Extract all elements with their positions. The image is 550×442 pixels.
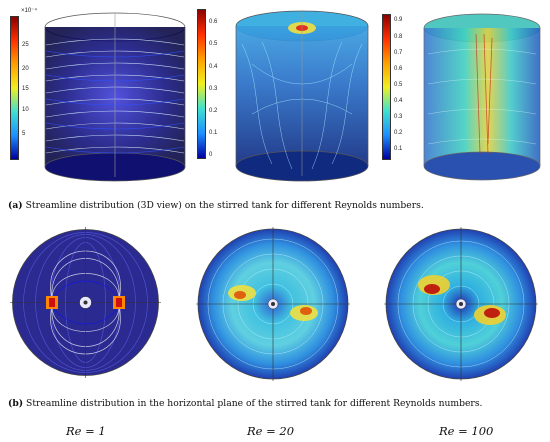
caption-b-text: Streamline distribution in the horizonta… [23, 398, 483, 409]
colorbar-re20-tick: 0.5 [209, 41, 218, 47]
streamline-3d-re20 [235, 10, 369, 182]
colorbar-re1-tick: 10 [22, 107, 29, 113]
colorbar-re100-tick: 0.5 [394, 82, 403, 88]
colorbar-re1 [10, 16, 19, 160]
colorbar-re1-exponent: ×10⁻⁴ [21, 8, 37, 14]
colorbar-re20-tick: 0.3 [209, 86, 218, 92]
colorbar-re100-tick: 0.6 [394, 66, 403, 72]
colorbar-re100-tick: 0.8 [394, 34, 403, 40]
colorbar-re100 [382, 14, 391, 160]
streamline-3d-re1 [44, 12, 186, 182]
reynolds-label-re1: Re = 1 [66, 424, 106, 438]
colorbar-re100-tick: 0.7 [394, 50, 403, 56]
colorbar-re20-tick: 0.1 [209, 130, 218, 136]
colorbar-re100-tick: 0.1 [394, 146, 403, 152]
colorbar-re1-tick: 20 [22, 66, 29, 72]
colorbar-re100-tick: 0.9 [394, 17, 403, 23]
streamline-plane-re20 [196, 227, 350, 381]
colorbar-re100-tick: 0.4 [394, 98, 403, 104]
reynolds-label-re100: Re = 100 [439, 424, 494, 438]
streamline-3d-re100 [423, 13, 541, 181]
caption-b: (b) Streamline distribution in the horiz… [8, 398, 482, 410]
caption-b-tag: (b) [8, 398, 24, 409]
colorbar-re20-tick: 0.2 [209, 108, 218, 114]
colorbar-re100-tick: 0.3 [394, 114, 403, 120]
reynolds-label-re20: Re = 20 [247, 424, 295, 438]
streamline-plane-re1 [10, 227, 161, 378]
colorbar-re20 [197, 9, 206, 159]
streamline-plane-re100 [384, 227, 538, 381]
colorbar-re20-tick: 0 [209, 152, 213, 158]
caption-a-tag: (a) [8, 200, 23, 211]
caption-a: (a) Streamline distribution (3D view) on… [8, 200, 424, 212]
colorbar-re1-tick: 25 [22, 42, 29, 48]
colorbar-re100-tick: 0.2 [394, 130, 403, 136]
colorbar-re1-tick: 15 [22, 86, 29, 92]
colorbar-re1-tick: 5 [22, 131, 26, 137]
colorbar-re20-tick: 0.6 [209, 19, 218, 25]
caption-a-text: Streamline distribution (3D view) on the… [22, 200, 424, 211]
colorbar-re20-tick: 0.4 [209, 64, 218, 70]
